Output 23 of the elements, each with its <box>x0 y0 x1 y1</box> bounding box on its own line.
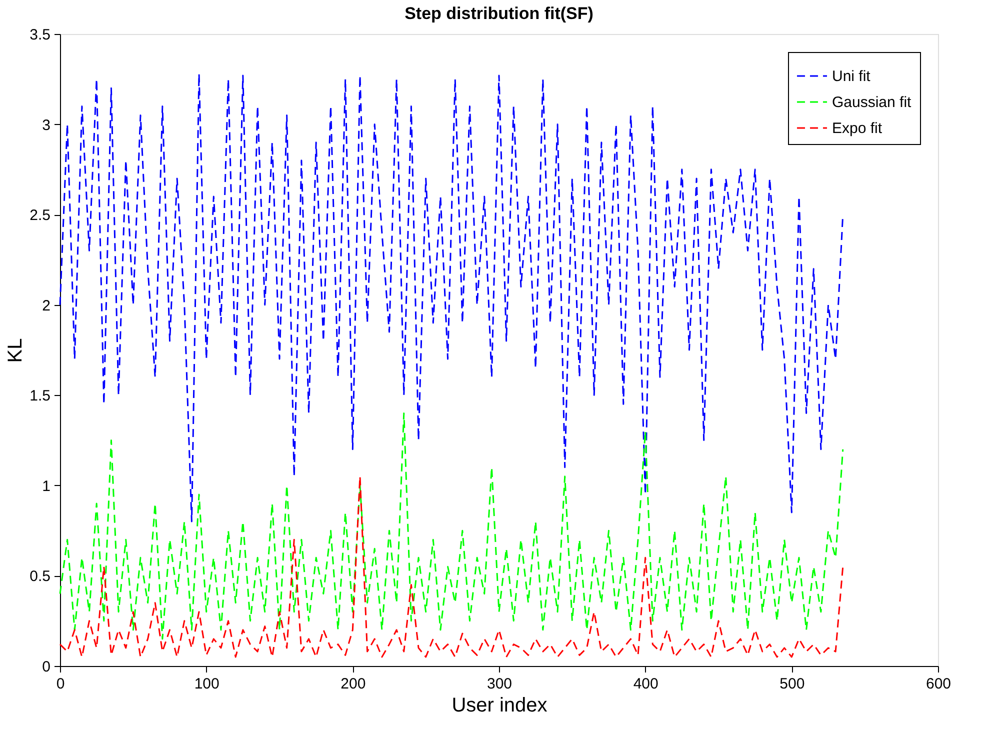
y-tick-label: 2 <box>42 297 50 314</box>
x-tick-label: 200 <box>340 676 366 692</box>
y-tick-label: 0 <box>42 658 50 676</box>
y-tick-label: 3 <box>42 116 50 134</box>
chart-title: Step distribution fit(SF) <box>404 4 594 23</box>
y-tick-label: 1.5 <box>30 388 50 405</box>
legend-label: Gaussian fit <box>832 94 912 111</box>
x-tick-label: 600 <box>926 676 952 692</box>
x-tick-label: 0 <box>56 676 65 692</box>
x-tick-label: 100 <box>194 676 220 692</box>
y-tick-label: 1 <box>42 478 50 495</box>
y-tick-label: 3.5 <box>30 26 50 44</box>
line-series <box>59 412 844 640</box>
line-series <box>59 476 844 658</box>
y-tick-label: 2.5 <box>30 207 50 224</box>
legend-label: Uni fit <box>832 68 872 85</box>
x-tick-label: 400 <box>633 676 658 692</box>
y-axis-title: KL <box>4 338 27 363</box>
x-axis-title: User index <box>452 694 548 716</box>
legend-label: Expo fit <box>832 120 883 137</box>
x-tick-label: 300 <box>486 676 512 692</box>
y-tick-label: 0.5 <box>30 568 50 586</box>
x-tick-label: 500 <box>780 676 805 692</box>
